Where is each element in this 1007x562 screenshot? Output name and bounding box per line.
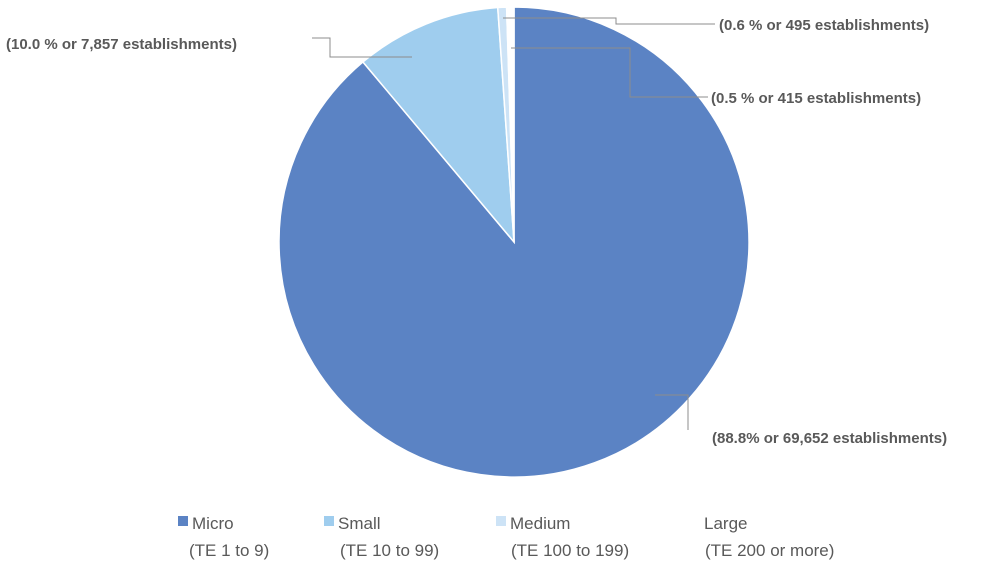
pie-slice-large bbox=[505, 6, 515, 243]
pie-slices bbox=[278, 6, 750, 478]
data-label-medium: (0.6 % or 495 establishments) bbox=[719, 17, 929, 34]
data-label-large: (0.5 % or 415 establishments) bbox=[711, 90, 921, 107]
legend-label-small: Small bbox=[338, 514, 381, 533]
leader-line-medium bbox=[503, 17, 715, 25]
legend-swatch-medium bbox=[496, 516, 506, 526]
legend-label-large: Large bbox=[704, 514, 747, 533]
legend-swatch-small bbox=[324, 516, 334, 526]
legend-item-small: Small (TE 10 to 99) bbox=[324, 514, 439, 560]
leader-line-small bbox=[312, 37, 412, 58]
legend-item-large: Large (TE 200 or more) bbox=[690, 514, 834, 560]
legend-swatch-large bbox=[690, 516, 700, 526]
legend-item-medium: Medium (TE 100 to 199) bbox=[496, 514, 629, 560]
legend: Micro (TE 1 to 9) Small (TE 10 to 99) Me… bbox=[178, 514, 834, 560]
legend-swatch-micro bbox=[178, 516, 188, 526]
legend-range-small: (TE 10 to 99) bbox=[340, 541, 439, 560]
legend-range-micro: (TE 1 to 9) bbox=[189, 541, 269, 560]
leader-line-micro bbox=[655, 394, 689, 430]
legend-item-micro: Micro (TE 1 to 9) bbox=[178, 514, 269, 560]
data-labels: (88.8% or 69,652 establishments) (10.0 %… bbox=[6, 17, 947, 447]
leader-lines bbox=[312, 17, 715, 430]
data-label-small: (10.0 % or 7,857 establishments) bbox=[6, 36, 237, 53]
leader-line-large bbox=[511, 47, 708, 98]
legend-label-micro: Micro bbox=[192, 514, 234, 533]
legend-range-medium: (TE 100 to 199) bbox=[511, 541, 629, 560]
legend-range-large: (TE 200 or more) bbox=[705, 541, 834, 560]
data-label-micro: (88.8% or 69,652 establishments) bbox=[712, 430, 947, 447]
legend-label-medium: Medium bbox=[510, 514, 570, 533]
